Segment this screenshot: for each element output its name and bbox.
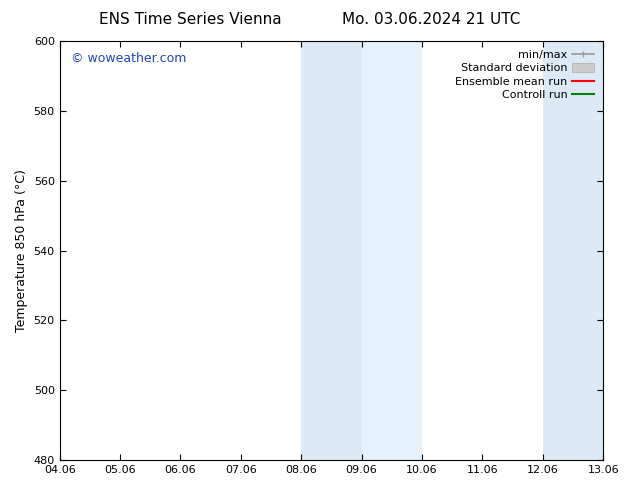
Legend: min/max, Standard deviation, Ensemble mean run, Controll run: min/max, Standard deviation, Ensemble me…	[452, 47, 598, 104]
Y-axis label: Temperature 850 hPa (°C): Temperature 850 hPa (°C)	[15, 169, 28, 332]
Bar	[301, 41, 361, 460]
Bar	[543, 41, 603, 460]
Text: © woweather.com: © woweather.com	[70, 51, 186, 65]
Text: Mo. 03.06.2024 21 UTC: Mo. 03.06.2024 21 UTC	[342, 12, 521, 27]
Text: ENS Time Series Vienna: ENS Time Series Vienna	[99, 12, 281, 27]
Bar	[603, 41, 634, 460]
Bar	[361, 41, 422, 460]
